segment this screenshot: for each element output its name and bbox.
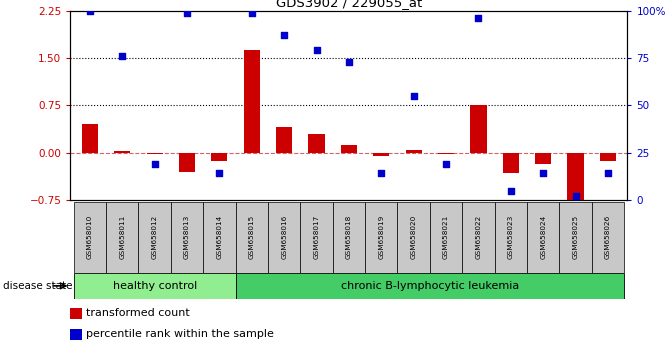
Bar — [430, 202, 462, 273]
Text: GSM658015: GSM658015 — [249, 215, 255, 259]
Bar — [495, 202, 527, 273]
Text: GSM658013: GSM658013 — [184, 215, 190, 259]
Point — [538, 171, 549, 176]
Point — [603, 171, 613, 176]
Bar — [309, 134, 325, 153]
Bar — [276, 127, 293, 153]
Text: GSM658018: GSM658018 — [346, 215, 352, 259]
Text: GSM658026: GSM658026 — [605, 215, 611, 259]
Point — [344, 59, 354, 64]
Bar — [74, 202, 106, 273]
Bar — [203, 202, 236, 273]
Bar — [244, 50, 260, 153]
Bar — [301, 202, 333, 273]
Point — [117, 53, 127, 59]
Bar — [236, 273, 624, 299]
Point — [570, 193, 581, 199]
Text: chronic B-lymphocytic leukemia: chronic B-lymphocytic leukemia — [341, 281, 519, 291]
Bar — [438, 153, 454, 154]
Bar — [568, 153, 584, 202]
Bar — [333, 202, 365, 273]
Bar — [70, 308, 82, 319]
Bar — [268, 202, 301, 273]
Point — [182, 10, 193, 15]
Bar — [600, 153, 616, 161]
Bar — [397, 202, 430, 273]
Bar — [365, 202, 397, 273]
Text: GSM658023: GSM658023 — [508, 215, 514, 259]
Text: disease state: disease state — [3, 281, 73, 291]
Text: GSM658017: GSM658017 — [313, 215, 319, 259]
Text: transformed count: transformed count — [86, 308, 189, 318]
Bar — [503, 153, 519, 173]
Point — [214, 171, 225, 176]
Bar — [171, 202, 203, 273]
Text: GSM658025: GSM658025 — [572, 215, 578, 259]
Bar — [211, 153, 227, 161]
Text: GSM658019: GSM658019 — [378, 215, 384, 259]
Bar — [236, 202, 268, 273]
Point — [376, 171, 386, 176]
Bar — [138, 202, 171, 273]
Bar — [560, 202, 592, 273]
Bar — [527, 202, 560, 273]
Text: GSM658024: GSM658024 — [540, 215, 546, 259]
Bar — [373, 153, 389, 156]
Bar — [74, 273, 236, 299]
Text: GSM658021: GSM658021 — [443, 215, 449, 259]
Title: GDS3902 / 229055_at: GDS3902 / 229055_at — [276, 0, 422, 10]
Point — [505, 188, 516, 193]
Text: GSM658014: GSM658014 — [217, 215, 222, 259]
Text: GSM658016: GSM658016 — [281, 215, 287, 259]
Bar — [179, 153, 195, 172]
Point — [409, 93, 419, 99]
Text: GSM658012: GSM658012 — [152, 215, 158, 259]
Point — [85, 8, 95, 13]
Bar — [341, 145, 357, 153]
Bar — [462, 202, 495, 273]
Text: GSM658020: GSM658020 — [411, 215, 417, 259]
Bar — [405, 149, 422, 153]
Text: healthy control: healthy control — [113, 281, 197, 291]
Bar — [70, 329, 82, 340]
Point — [278, 33, 289, 38]
Text: GSM658022: GSM658022 — [476, 215, 481, 259]
Bar — [114, 151, 130, 153]
Point — [246, 10, 257, 15]
Bar — [106, 202, 138, 273]
Text: GSM658011: GSM658011 — [119, 215, 125, 259]
Text: percentile rank within the sample: percentile rank within the sample — [86, 329, 274, 339]
Point — [441, 161, 452, 167]
Bar — [535, 153, 552, 164]
Bar — [470, 105, 486, 153]
Point — [311, 47, 322, 53]
Point — [149, 161, 160, 167]
Text: GSM658010: GSM658010 — [87, 215, 93, 259]
Bar — [82, 124, 98, 153]
Bar — [592, 202, 624, 273]
Point — [473, 15, 484, 21]
Bar — [146, 153, 163, 154]
